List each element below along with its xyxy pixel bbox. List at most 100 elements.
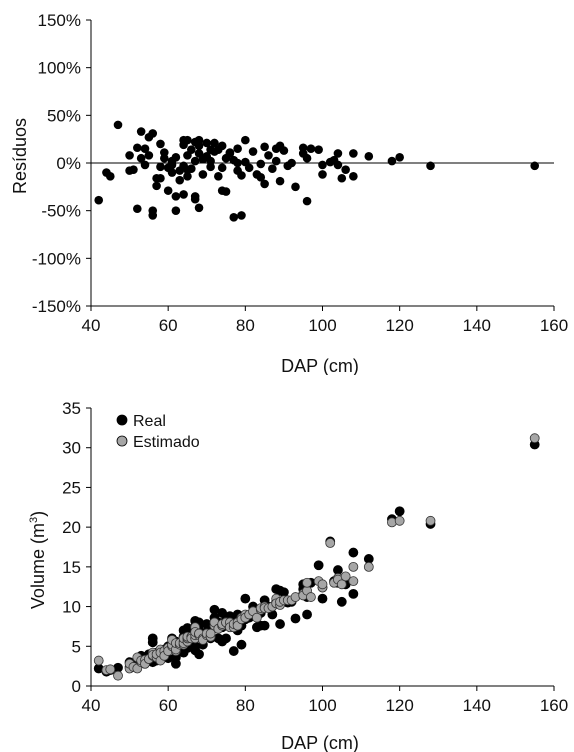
residual-point — [183, 172, 192, 181]
residual-point — [136, 127, 146, 136]
volume-y-axis-label: Volume (m3) — [28, 511, 48, 609]
residual-point — [148, 129, 158, 138]
residual-point — [217, 163, 227, 173]
volume-y-tick-label: 5 — [72, 637, 81, 656]
residual-point — [152, 181, 161, 191]
residual-point — [225, 148, 235, 157]
residual-point — [175, 175, 185, 185]
real-point — [228, 646, 239, 656]
estimated-point — [336, 579, 347, 590]
residuals-y-tick-label: 100% — [38, 59, 81, 78]
residuals-x-tick-label: 80 — [236, 316, 255, 335]
volume-real-points — [93, 439, 540, 677]
residual-point — [221, 187, 231, 196]
residual-point — [202, 138, 212, 148]
estimated-point — [105, 664, 116, 675]
estimated-point — [317, 579, 328, 590]
residual-point — [105, 172, 115, 181]
volume-y-tick-label: 20 — [62, 518, 81, 537]
estimated-point — [348, 561, 359, 572]
residual-point — [318, 160, 327, 170]
residual-point — [171, 192, 181, 201]
residuals-y-tick-label: 0% — [56, 154, 81, 173]
residual-point — [248, 147, 258, 156]
residual-point — [229, 213, 239, 222]
residual-point — [94, 195, 104, 205]
residual-point — [318, 170, 327, 179]
residual-point — [349, 149, 358, 158]
residual-point — [214, 172, 223, 181]
real-point — [336, 596, 347, 607]
residual-point — [306, 144, 316, 153]
residuals-y-tick-label: -150% — [32, 297, 81, 316]
residual-point — [163, 186, 173, 195]
residual-point — [241, 135, 250, 145]
residual-point — [194, 203, 204, 213]
residual-point — [179, 190, 188, 199]
volume-x-tick-label: 80 — [236, 696, 255, 715]
residual-point — [333, 160, 343, 170]
estimated-point — [340, 571, 351, 582]
residual-point — [302, 196, 312, 206]
real-point — [221, 633, 231, 644]
residual-point — [256, 173, 266, 182]
volume-x-tick-label: 160 — [540, 696, 568, 715]
volume-y-tick-label: 0 — [72, 677, 81, 696]
residual-point — [337, 173, 347, 183]
real-point — [259, 620, 270, 631]
residual-point — [302, 153, 312, 163]
real-point — [194, 649, 204, 660]
real-point — [240, 593, 251, 604]
legend-real-label: Real — [133, 413, 166, 430]
residual-point — [268, 164, 277, 174]
residuals-x-tick-label: 160 — [540, 316, 568, 335]
volume-y-tick-label: 35 — [62, 399, 81, 418]
residual-point — [171, 152, 181, 162]
estimated-point — [93, 655, 104, 666]
residual-point — [237, 171, 246, 180]
residual-point — [113, 120, 123, 130]
estimated-point — [306, 592, 316, 602]
residual-point — [233, 144, 242, 153]
residual-point — [187, 164, 196, 174]
volume-x-tick-label: 60 — [159, 696, 178, 715]
residuals-chart: -150% -100% -50% 0% 50% 100% 150% 40 60 80 100 120 1… — [10, 11, 568, 375]
residuals-x-tick-label: 100 — [308, 316, 336, 335]
volume-x-tick-label: 120 — [385, 696, 413, 715]
estimated-point — [363, 561, 374, 572]
residual-point — [190, 156, 200, 166]
real-point — [348, 547, 359, 558]
residuals-x-tick-label: 120 — [385, 316, 413, 335]
residual-point — [530, 161, 540, 171]
residual-point — [190, 194, 200, 204]
residual-point — [156, 139, 165, 149]
residual-point — [244, 163, 254, 173]
residual-point — [140, 160, 150, 170]
real-point — [236, 639, 247, 650]
estimated-point — [252, 612, 262, 623]
residual-point — [133, 143, 142, 153]
residuals-y-axis-label: Resíduos — [10, 118, 30, 194]
residual-point — [256, 159, 266, 169]
residual-point — [136, 153, 146, 163]
residual-point — [426, 161, 435, 171]
residual-point — [140, 144, 150, 153]
residual-point — [233, 158, 242, 168]
volume-y-tick-label: 25 — [62, 478, 81, 497]
estimated-point — [529, 433, 540, 444]
residual-point — [210, 138, 219, 148]
residual-point — [206, 156, 215, 166]
residuals-x-tick-label: 40 — [82, 316, 101, 335]
volume-axes: 0 5 10 15 20 25 30 35 40 60 80 100 120 140 160 — [62, 399, 568, 715]
residual-point — [314, 145, 323, 154]
volume-estimated-points — [93, 433, 540, 681]
residual-point — [237, 211, 246, 220]
estimated-point — [113, 670, 123, 681]
real-point — [275, 619, 285, 629]
residual-point — [387, 156, 397, 166]
estimated-point — [348, 576, 359, 587]
residual-point — [183, 135, 192, 145]
real-point — [290, 613, 301, 624]
legend-real-marker — [116, 414, 128, 426]
real-point — [147, 633, 158, 644]
